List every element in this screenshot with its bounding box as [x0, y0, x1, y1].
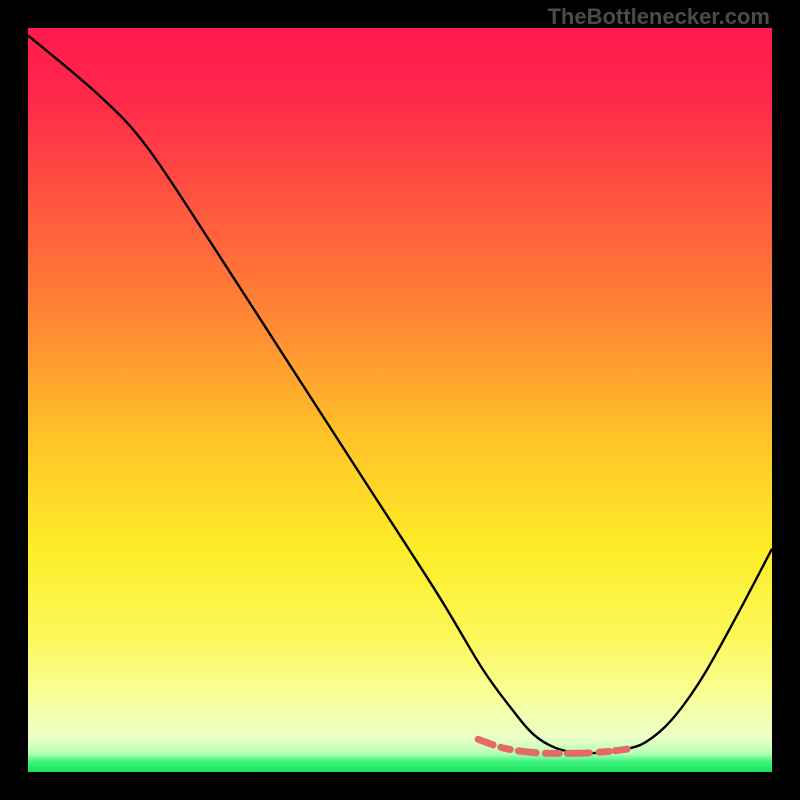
optimal-marker-band [478, 738, 660, 754]
watermark-text: TheBottlenecker.com [547, 4, 770, 30]
plot-area [28, 28, 772, 772]
bottleneck-curve [28, 35, 772, 753]
chart-svg [28, 28, 772, 772]
